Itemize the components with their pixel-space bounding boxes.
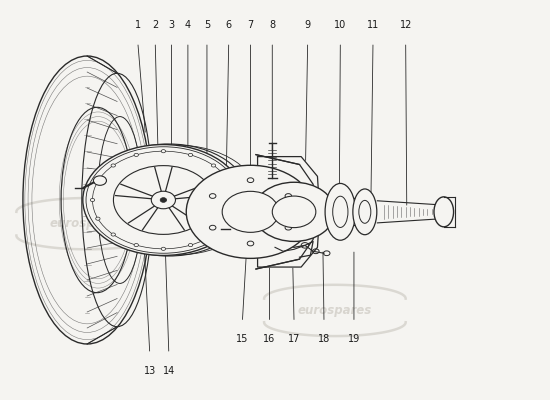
Text: 5: 5 bbox=[204, 20, 210, 30]
Text: 1: 1 bbox=[135, 20, 141, 30]
Text: 10: 10 bbox=[334, 20, 346, 30]
Text: 17: 17 bbox=[288, 334, 300, 344]
Circle shape bbox=[111, 233, 116, 236]
Circle shape bbox=[227, 180, 231, 183]
Circle shape bbox=[188, 244, 192, 247]
Text: eurospares: eurospares bbox=[50, 217, 124, 230]
Text: 16: 16 bbox=[263, 334, 276, 344]
Circle shape bbox=[211, 164, 216, 167]
Circle shape bbox=[96, 217, 100, 220]
Ellipse shape bbox=[325, 184, 356, 240]
Ellipse shape bbox=[83, 144, 244, 256]
Circle shape bbox=[111, 164, 116, 167]
Circle shape bbox=[227, 217, 231, 220]
Circle shape bbox=[134, 153, 139, 156]
Text: 19: 19 bbox=[348, 334, 360, 344]
Text: 12: 12 bbox=[399, 20, 412, 30]
Circle shape bbox=[210, 225, 216, 230]
Text: 7: 7 bbox=[248, 20, 254, 30]
Text: 3: 3 bbox=[168, 20, 174, 30]
Circle shape bbox=[90, 198, 95, 202]
Circle shape bbox=[188, 153, 192, 156]
Text: 9: 9 bbox=[305, 20, 311, 30]
Ellipse shape bbox=[353, 189, 377, 235]
Ellipse shape bbox=[434, 197, 454, 227]
Ellipse shape bbox=[186, 165, 315, 258]
Circle shape bbox=[96, 180, 100, 183]
Text: 15: 15 bbox=[236, 334, 249, 344]
Polygon shape bbox=[257, 157, 320, 267]
Ellipse shape bbox=[94, 176, 107, 185]
Circle shape bbox=[161, 150, 166, 153]
Circle shape bbox=[222, 191, 279, 232]
Text: eurospares: eurospares bbox=[298, 304, 372, 317]
Text: 4: 4 bbox=[185, 20, 191, 30]
Circle shape bbox=[232, 198, 236, 202]
Circle shape bbox=[160, 198, 167, 202]
Circle shape bbox=[285, 194, 292, 198]
Circle shape bbox=[248, 241, 254, 246]
Ellipse shape bbox=[113, 166, 213, 234]
Circle shape bbox=[134, 244, 139, 247]
Circle shape bbox=[211, 233, 216, 236]
Text: 11: 11 bbox=[367, 20, 379, 30]
Circle shape bbox=[161, 247, 166, 250]
Circle shape bbox=[210, 194, 216, 198]
Circle shape bbox=[272, 196, 316, 228]
Circle shape bbox=[253, 182, 335, 242]
Text: 18: 18 bbox=[318, 334, 330, 344]
Circle shape bbox=[285, 225, 292, 230]
Text: 6: 6 bbox=[226, 20, 232, 30]
Circle shape bbox=[248, 178, 254, 182]
Text: 14: 14 bbox=[163, 366, 175, 376]
Circle shape bbox=[151, 191, 175, 209]
Text: 8: 8 bbox=[269, 20, 276, 30]
Text: 2: 2 bbox=[152, 20, 158, 30]
Text: 13: 13 bbox=[144, 366, 156, 376]
